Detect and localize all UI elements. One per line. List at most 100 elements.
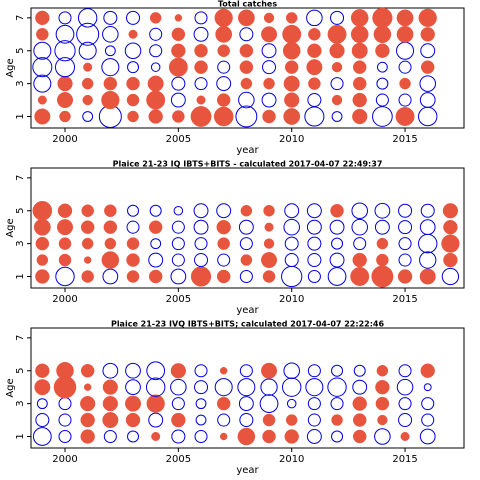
bubble-positive xyxy=(126,76,140,91)
bubble-negative xyxy=(36,398,48,410)
bubble-positive xyxy=(400,431,410,442)
bubble-negative xyxy=(330,397,344,411)
bubble-negative xyxy=(217,253,231,267)
bubble-negative xyxy=(307,269,321,284)
bubble-positive xyxy=(377,414,388,426)
bubble-positive xyxy=(146,90,166,110)
bubble-negative xyxy=(194,364,208,378)
bubble-positive xyxy=(34,379,51,396)
bubble-positive xyxy=(101,90,120,110)
bubble-positive xyxy=(35,10,50,26)
bubble-negative xyxy=(239,27,254,42)
bubble-negative xyxy=(193,203,209,219)
bubble-negative xyxy=(282,377,302,397)
bubble-negative xyxy=(418,106,438,127)
bubble-negative xyxy=(170,268,187,285)
bubble-positive xyxy=(124,395,142,412)
y-axis-label: Age xyxy=(5,58,16,77)
bubble-panel-1: Total catches 2000 2005 2010 2015 1 3 5 7 year Age xyxy=(5,0,465,156)
bubble-negative xyxy=(398,220,413,235)
bubble-positive xyxy=(376,253,389,267)
bubble-positive xyxy=(352,396,367,411)
bubble-positive xyxy=(81,204,94,218)
bubble-negative xyxy=(104,45,116,57)
bubble-negative xyxy=(239,364,253,378)
x-tick-label: 2015 xyxy=(392,454,417,465)
bubble-negative xyxy=(194,253,209,268)
bubble-negative xyxy=(170,92,186,108)
bubble-negative xyxy=(284,253,299,268)
bubble-positive xyxy=(35,363,50,378)
bubble-positive xyxy=(352,92,367,108)
bubble-positive xyxy=(151,431,161,442)
bubble-positive xyxy=(420,60,435,74)
bubble-positive xyxy=(102,412,119,429)
bubble-negative xyxy=(351,218,368,236)
bubble-positive xyxy=(56,219,74,236)
x-tick-label: 2005 xyxy=(166,454,191,465)
x-tick-label: 2000 xyxy=(52,294,77,305)
bubble-negative xyxy=(281,265,303,288)
bubble-negative xyxy=(193,219,209,235)
bubble-negative xyxy=(419,428,436,445)
bubble-positive xyxy=(283,108,301,125)
bubble-positive xyxy=(216,269,231,284)
bubble-positive xyxy=(104,204,117,218)
bubble-negative xyxy=(195,398,207,410)
bubble-positive xyxy=(396,25,414,43)
bubble-negative xyxy=(327,267,347,286)
bubble-positive xyxy=(239,60,254,74)
bubble-positive xyxy=(35,269,50,284)
bubble-negative xyxy=(420,203,435,218)
bubble-negative xyxy=(398,253,412,267)
bubble-positive xyxy=(283,75,300,92)
bubble-negative xyxy=(170,378,187,396)
bubble-negative xyxy=(102,362,119,379)
bubble-negative xyxy=(148,252,164,268)
x-tick-label: 2015 xyxy=(392,134,417,145)
bubble-positive xyxy=(351,42,368,59)
bubble-positive xyxy=(168,57,188,77)
bubble-negative xyxy=(396,378,414,396)
bubble-positive xyxy=(146,394,165,413)
bubble-negative xyxy=(127,61,140,74)
bubble-positive xyxy=(352,60,367,74)
bubble-positive xyxy=(83,256,92,264)
bubble-negative xyxy=(398,237,412,251)
bubble-positive xyxy=(284,60,299,74)
bubble-negative xyxy=(58,429,72,444)
bubble-positive xyxy=(284,429,299,444)
plot-frame xyxy=(30,7,465,129)
bubble-negative xyxy=(145,377,166,397)
x-tick-label: 2010 xyxy=(279,454,304,465)
y-tick-label: 1 xyxy=(15,433,26,439)
bubble-negative xyxy=(239,237,253,251)
bubble-negative xyxy=(327,377,347,397)
bubble-negative xyxy=(331,111,343,122)
bubble-positive xyxy=(331,414,343,426)
y-tick-label: 5 xyxy=(15,48,26,54)
bubble-negative xyxy=(376,77,389,90)
bubble-positive xyxy=(420,27,435,42)
bubble-negative xyxy=(238,396,254,412)
bubble-negative xyxy=(398,203,413,218)
bubble-positive xyxy=(81,270,94,283)
x-tick-label: 2000 xyxy=(52,454,77,465)
bubble-positive xyxy=(80,395,96,412)
panel-title: Plaice 21-23 IVQ IBTS+BITS; calculated 2… xyxy=(111,320,385,329)
bubble-positive xyxy=(420,363,435,378)
bubble-negative xyxy=(149,44,163,58)
bubble-negative xyxy=(58,413,72,427)
bubble-positive xyxy=(194,60,208,74)
bubble-positive xyxy=(33,218,51,236)
bubble-positive xyxy=(148,220,163,234)
bubble-negative xyxy=(103,429,117,444)
bubble-positive xyxy=(148,269,163,284)
bubble-positive xyxy=(331,62,343,73)
bubble-negative xyxy=(306,203,322,219)
bubble-positive xyxy=(174,14,183,22)
bubble-positive xyxy=(282,24,302,44)
bubble-positive xyxy=(171,27,186,42)
x-axis-label: year xyxy=(236,145,259,156)
bubble-negative xyxy=(238,219,254,235)
